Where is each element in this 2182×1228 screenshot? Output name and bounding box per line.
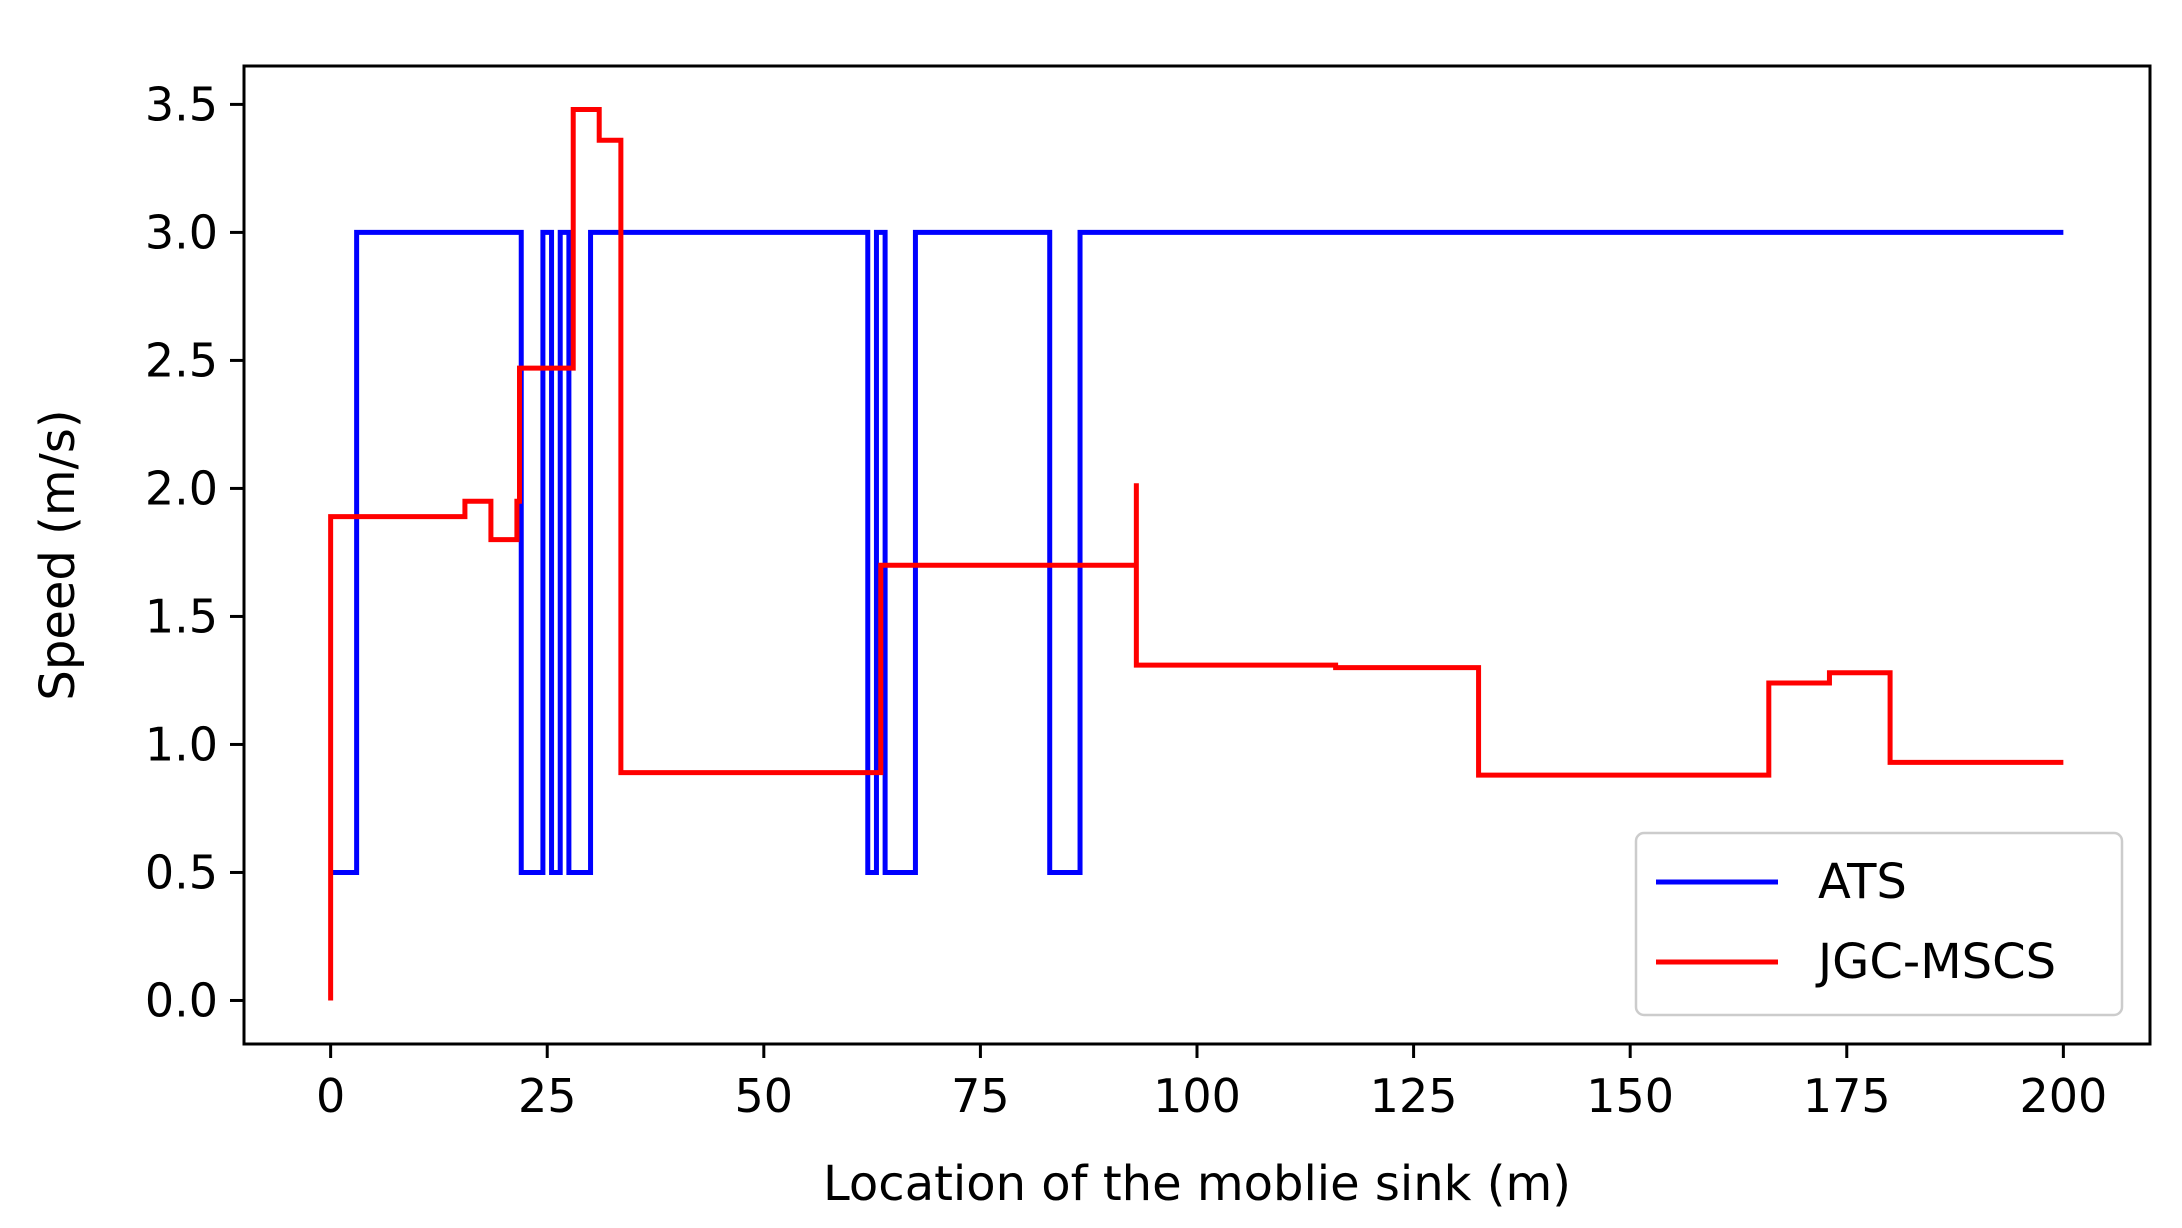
y-tick-label: 1.5 [145, 589, 218, 643]
x-tick-label: 200 [2019, 1069, 2107, 1123]
x-tick-label: 50 [735, 1069, 794, 1123]
y-tick-label: 0.5 [145, 845, 218, 899]
y-tick-label: 1.0 [145, 717, 218, 771]
series-layer [328, 107, 2064, 1001]
tick-layer: 0 25 50 75 100 125 150 175 200 0.0 0.5 1.0 1.5 2.0 2.5… [145, 77, 2107, 1123]
y-tick-label: 3.5 [145, 77, 218, 131]
legend-label-ats: ATS [1818, 854, 1907, 910]
x-tick-label: 25 [518, 1069, 577, 1123]
x-tick-label: 125 [1370, 1069, 1458, 1123]
x-tick-label: 150 [1586, 1069, 1674, 1123]
y-tick-label: 2.0 [145, 461, 218, 515]
legend: ATS JGC-MSCS [1634, 831, 2124, 1017]
x-tick-label: 100 [1153, 1069, 1241, 1123]
series-line-jgc-mscs [328, 107, 2064, 1001]
y-tick-label: 3.0 [145, 205, 218, 259]
y-tick-label: 0.0 [145, 973, 218, 1027]
x-tick-label: 0 [316, 1069, 345, 1123]
y-tick-label: 2.5 [145, 333, 218, 387]
x-axis-label: Location of the moblie sink (m) [823, 1156, 1571, 1212]
x-tick-label: 75 [951, 1069, 1010, 1123]
series-line-ats [330, 229, 2064, 875]
x-tick-label: 175 [1803, 1069, 1891, 1123]
legend-label-jgc-mscs: JGC-MSCS [1815, 934, 2056, 990]
legend-box [1634, 831, 2124, 1017]
y-axis-label: Speed (m/s) [30, 409, 86, 700]
